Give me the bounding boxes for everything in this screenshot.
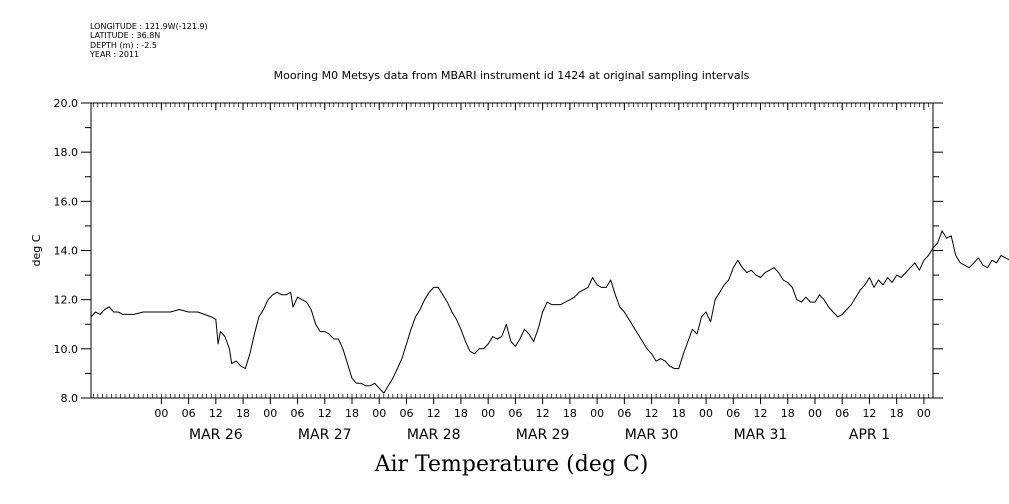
y-tick-label: 12.0 <box>54 294 79 307</box>
x-tick-label: 00 <box>263 407 277 420</box>
x-tick-label: 06 <box>726 407 740 420</box>
x-tick-label: 06 <box>182 407 196 420</box>
y-axis-label: deg C <box>30 234 43 266</box>
x-tick-label: 12 <box>754 407 768 420</box>
plot-frame <box>90 102 934 399</box>
x-day-label: MAR 31 <box>734 427 788 443</box>
x-tick-label: 00 <box>372 407 386 420</box>
x-tick-label: 18 <box>672 407 686 420</box>
series-line <box>90 230 1009 394</box>
y-tick-label: 10.0 <box>54 343 79 356</box>
x-tick-label: 06 <box>617 407 631 420</box>
x-day-label: APR 1 <box>849 427 890 443</box>
y-tick-label: 16.0 <box>54 195 79 208</box>
x-tick-label: 12 <box>318 407 332 420</box>
x-tick-label: 00 <box>699 407 713 420</box>
x-day-label: MAR 26 <box>189 427 243 443</box>
x-day-label: MAR 29 <box>516 427 570 443</box>
x-tick-label: 06 <box>508 407 522 420</box>
variable-label: Air Temperature (deg C) <box>374 452 649 477</box>
x-tick-label: 12 <box>645 407 659 420</box>
y-tick-label: 18.0 <box>54 146 79 159</box>
x-tick-label: 18 <box>890 407 904 420</box>
y-tick-label: 14.0 <box>54 245 79 258</box>
meta-depth: DEPTH (m) : -2.5 <box>90 40 157 50</box>
x-tick-label: 18 <box>563 407 577 420</box>
x-tick-label: 06 <box>835 407 849 420</box>
y-tick-label: 20.0 <box>54 97 79 110</box>
meta-longitude: LONGITUDE : 121.9W(-121.9) <box>90 22 208 31</box>
x-day-label: MAR 28 <box>407 427 461 443</box>
x-tick-label: 12 <box>427 407 441 420</box>
x-tick-label: 00 <box>590 407 604 420</box>
x-tick-label: 00 <box>154 407 168 420</box>
chart-title: Mooring M0 Metsys data from MBARI instru… <box>273 69 750 82</box>
x-tick-label: 18 <box>236 407 250 420</box>
x-tick-label: 18 <box>345 407 359 420</box>
meta-latitude: LATITUDE : 36.8N <box>90 31 161 41</box>
x-tick-label: 00 <box>481 407 495 420</box>
x-tick-label: 00 <box>917 407 931 420</box>
x-tick-label: 18 <box>454 407 468 420</box>
x-tick-label: 18 <box>781 407 795 420</box>
meta-year: YEAR : 2011 <box>90 49 140 59</box>
x-tick-label: 12 <box>209 407 223 420</box>
x-day-label: MAR 27 <box>298 427 352 443</box>
x-tick-label: 12 <box>862 407 876 420</box>
station-metadata: LONGITUDE : 121.9W(-121.9) LATITUDE : 36… <box>90 22 208 59</box>
x-tick-label: 12 <box>536 407 550 420</box>
x-tick-label: 06 <box>399 407 413 420</box>
x-day-label: MAR 30 <box>625 427 679 443</box>
y-tick-label: 8.0 <box>61 392 79 405</box>
x-tick-label: 00 <box>808 407 822 420</box>
x-tick-label: 06 <box>291 407 305 420</box>
x-minor-ticks <box>92 103 934 398</box>
